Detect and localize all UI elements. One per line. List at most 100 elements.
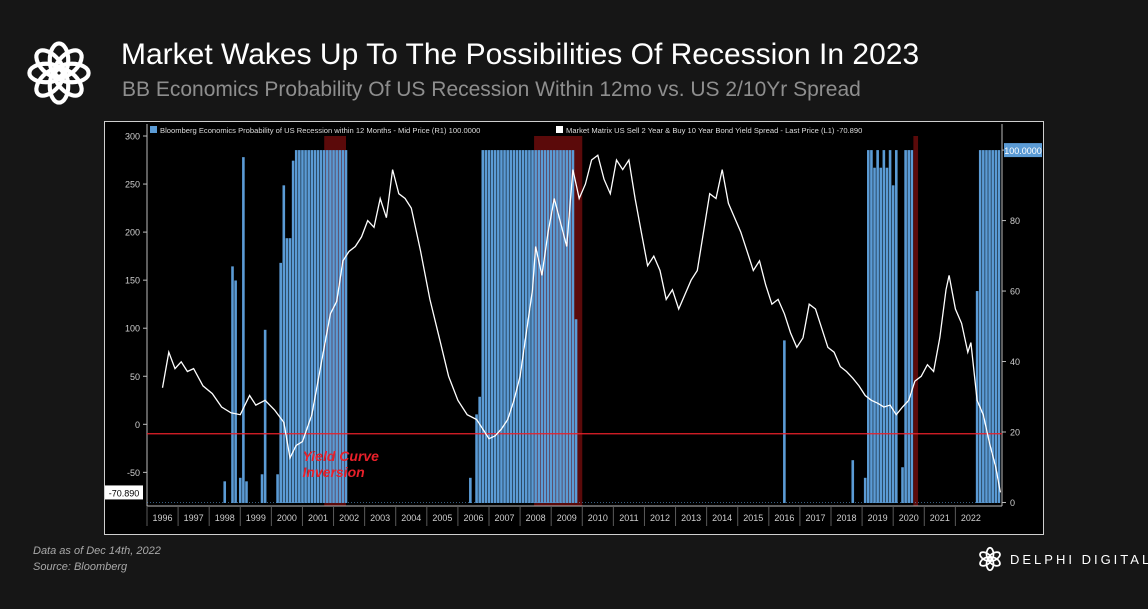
x-tick-label: 1998 <box>215 513 235 523</box>
recession-probability-bar <box>276 474 279 503</box>
brand-logo-icon <box>979 546 1001 572</box>
recession-probability-bar <box>231 266 234 503</box>
recession-probability-bar <box>540 150 544 503</box>
x-tick-label: 2013 <box>681 513 701 523</box>
recession-probability-bar <box>475 414 478 503</box>
page-title: Market Wakes Up To The Possibilities Of … <box>121 38 920 71</box>
left-tick-label: 50 <box>130 372 140 382</box>
inversion-annotation: Yield Curve <box>302 448 379 464</box>
left-tick-label: 200 <box>125 228 140 238</box>
left-tick-label: 0 <box>135 420 140 430</box>
recession-probability-bar <box>238 477 242 503</box>
x-tick-label: 2009 <box>557 513 577 523</box>
x-tick-label: 1999 <box>246 513 266 523</box>
recession-probability-bar <box>876 150 879 503</box>
recession-probability-bar <box>263 329 267 503</box>
x-tick-label: 2018 <box>837 513 857 523</box>
recession-probability-bar <box>344 150 348 503</box>
recession-probability-bar <box>294 150 298 503</box>
x-tick-label: 2020 <box>899 513 919 523</box>
recession-probability-bar <box>338 150 342 503</box>
recession-probability-bar <box>531 150 534 503</box>
recession-probability-bar <box>469 477 472 503</box>
right-tick-label: 80 <box>1010 216 1020 226</box>
recession-probability-bar <box>783 340 786 503</box>
x-tick-label: 2021 <box>930 513 950 523</box>
x-tick-label: 1996 <box>153 513 173 523</box>
recession-probability-bar <box>910 150 914 503</box>
recession-probability-bar <box>500 150 503 503</box>
recession-probability-bar <box>316 150 320 503</box>
recession-probability-bar <box>525 150 528 503</box>
delphi-flower-icon <box>27 41 91 105</box>
recession-probability-bar <box>223 481 227 503</box>
recession-probability-bar <box>562 150 565 503</box>
x-tick-label: 2005 <box>432 513 452 523</box>
recession-probability-bar <box>245 481 248 503</box>
recession-probability-bar <box>534 150 537 503</box>
x-tick-label: 2001 <box>308 513 328 523</box>
recession-probability-bar <box>307 150 310 503</box>
recession-probability-bar <box>288 238 292 503</box>
recession-probability-bar <box>335 150 338 503</box>
recession-probability-bar <box>568 150 572 503</box>
recession-probability-bar <box>490 150 494 503</box>
x-tick-label: 2016 <box>774 513 794 523</box>
recession-probability-bar <box>978 150 982 503</box>
x-tick-label: 2006 <box>463 513 483 523</box>
chart-frame: 300 250 200 150 100 50 0 -50 80 60 40 20 0 Yield Curv… <box>104 121 1044 535</box>
recession-probability-bar <box>319 150 323 503</box>
recession-probability-bar <box>546 150 550 503</box>
right-tick-label: 0 <box>1010 498 1015 508</box>
x-tick-label: 2008 <box>526 513 546 523</box>
recession-probability-bar <box>484 150 488 503</box>
left-tick-label: -50 <box>127 468 140 478</box>
recession-probability-bar <box>285 238 289 503</box>
recession-probability-bar <box>326 150 329 503</box>
recession-probability-bar <box>260 474 264 503</box>
x-tick-label: 2012 <box>650 513 670 523</box>
x-tick-label: 2000 <box>277 513 297 523</box>
recession-probability-bar <box>543 150 547 503</box>
left-tick-label: 300 <box>125 132 140 142</box>
recession-probability-bar <box>515 150 519 503</box>
recession-probability-bar <box>888 150 892 503</box>
x-tick-label: 2015 <box>743 513 763 523</box>
page-subtitle: BB Economics Probability Of US Recession… <box>122 78 861 101</box>
x-tick-label: 2007 <box>495 513 515 523</box>
recession-probability-bar <box>493 150 497 503</box>
x-tick-label: 2019 <box>868 513 888 523</box>
recession-probability-bar <box>867 150 870 503</box>
recession-probability-bar <box>537 150 541 503</box>
recession-probability-bar <box>559 150 562 503</box>
recession-probability-bar <box>882 150 886 503</box>
recession-probability-bar <box>891 185 895 503</box>
recession-probability-bar <box>985 150 988 503</box>
x-tick-label: 2011 <box>619 513 638 523</box>
right-tick-label: 20 <box>1010 428 1020 438</box>
recession-probability-bar <box>301 150 304 503</box>
recession-probability-bar <box>341 150 345 503</box>
recession-probability-bar <box>552 150 556 503</box>
recession-probability-bar <box>988 150 991 503</box>
recession-probability-bar <box>298 150 301 503</box>
right-tick-label: 40 <box>1010 357 1020 367</box>
left-tick-label: 150 <box>125 276 140 286</box>
recession-probability-bar <box>329 150 332 503</box>
recession-probability-bar <box>528 150 531 503</box>
recession-probability-bar <box>901 467 904 503</box>
recession-probability-bar <box>279 262 282 503</box>
recession-probability-bar <box>870 150 873 503</box>
recession-probability-bar <box>518 150 522 503</box>
right-tick-label: 60 <box>1010 287 1020 297</box>
x-tick-label: 2022 <box>961 513 981 523</box>
x-tick-label: 2003 <box>370 513 390 523</box>
recession-probability-bar <box>509 150 513 503</box>
recession-probability-bar <box>556 150 559 503</box>
recession-band <box>913 136 919 506</box>
recession-probability-bar <box>997 150 1001 503</box>
recession-probability-bar <box>487 150 491 503</box>
recession-probability-bar <box>863 477 867 503</box>
right-last-value-box <box>1004 143 1042 158</box>
